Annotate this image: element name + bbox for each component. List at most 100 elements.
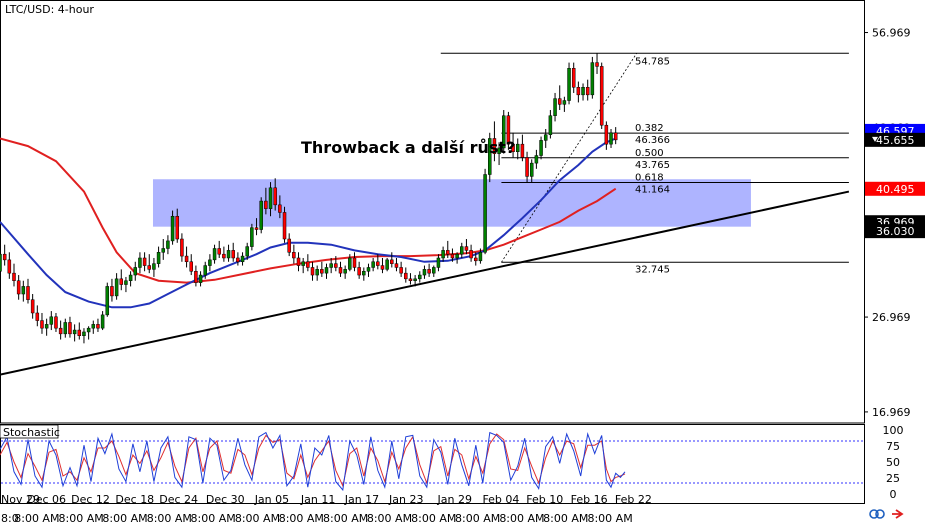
candle-body	[152, 263, 156, 270]
candle-body	[324, 267, 329, 274]
candle-body	[543, 134, 548, 141]
candle-body	[474, 257, 478, 262]
price-badge-label: 45.655	[876, 134, 915, 147]
candle-body	[7, 259, 12, 274]
candle-body	[432, 267, 436, 274]
candle-body	[49, 316, 54, 325]
candle-body	[72, 329, 77, 335]
candle-body	[548, 115, 553, 135]
candle-body	[515, 143, 520, 152]
time-tick-label: 8:00 AM	[587, 512, 632, 525]
candle-body	[418, 274, 422, 280]
main-pane-border	[0, 0, 865, 424]
candle-body	[534, 155, 539, 164]
candle-body	[194, 271, 198, 283]
candle-body	[287, 238, 291, 253]
candle-body	[189, 261, 193, 272]
sma-slow-line	[0, 137, 617, 284]
stochastic-tick-label: 25	[886, 472, 900, 485]
candle-body	[529, 162, 534, 177]
candle-body	[175, 215, 179, 240]
time-tick-label: 8:00 AM	[147, 512, 192, 525]
fib-price-label: 32.745	[635, 264, 670, 275]
time-tick-label: 8:00 AM	[367, 512, 412, 525]
candle-body	[501, 115, 506, 149]
sync-icon[interactable]	[869, 509, 885, 519]
candle-body	[63, 322, 68, 335]
time-tick-label: 8:00 AM	[279, 512, 324, 525]
candle-body	[128, 274, 133, 281]
candle-body	[357, 267, 361, 276]
candle-body	[562, 100, 567, 105]
date-tick-label: Jan 05	[254, 493, 289, 506]
stochastic-label-box	[0, 424, 59, 439]
candle-body	[362, 271, 366, 276]
badge-marker-icon	[872, 136, 878, 142]
chart-title: LTC/USD: 4-hour	[5, 3, 94, 16]
candle-body	[180, 238, 184, 257]
candle-body	[590, 62, 595, 96]
date-tick-label: Dec 24	[159, 493, 198, 506]
candle-body	[30, 299, 35, 314]
candle-body	[604, 124, 609, 145]
fib-ratio-label: 0.382	[635, 123, 664, 134]
candle-body	[385, 259, 389, 270]
stochastic-k-line	[0, 431, 626, 492]
date-tick-label: Feb 10	[526, 493, 563, 506]
candle-body	[58, 327, 63, 335]
candle-body	[147, 265, 152, 270]
candle-body	[460, 246, 464, 255]
candle-body	[278, 204, 282, 213]
fib-price-label: 41.164	[635, 184, 670, 195]
candle-body	[82, 331, 86, 336]
candle-body	[320, 269, 324, 274]
date-tick-label: Jan 23	[388, 493, 423, 506]
candle-body	[366, 267, 371, 272]
price-tick-label: 16.969	[872, 406, 911, 419]
candle-body	[119, 278, 124, 285]
candle-body	[222, 253, 226, 259]
candle-body	[184, 255, 189, 263]
annotation-text: Throwback a další růst?	[301, 138, 515, 157]
candle-body	[599, 66, 604, 126]
candle-body	[212, 248, 217, 261]
candle-body	[35, 312, 40, 321]
candle-body	[301, 261, 305, 266]
date-tick-label: Feb 04	[482, 493, 519, 506]
time-tick-label: 8:00 AM	[455, 512, 500, 525]
candle-body	[231, 250, 235, 259]
time-tick-label: 8:00 AM	[235, 512, 280, 525]
candle-body	[26, 286, 30, 300]
candle-body	[21, 286, 26, 295]
candle-body	[16, 280, 21, 295]
fib-price-label: 46.366	[635, 135, 670, 146]
candle-body	[310, 267, 315, 276]
time-tick-label: 8:00 AM	[59, 512, 104, 525]
candle-body	[567, 68, 571, 101]
candle-body	[264, 200, 268, 209]
candle-body	[268, 187, 273, 209]
candle-body	[114, 278, 119, 297]
candle-body	[124, 280, 128, 285]
support-trendline	[0, 190, 850, 376]
candle-body	[511, 143, 515, 152]
time-tick-label: 8:0	[1, 512, 19, 525]
candle-body	[203, 265, 207, 276]
time-tick-label: 8:00 AM	[499, 512, 544, 525]
candle-body	[100, 314, 105, 329]
candle-body	[44, 324, 49, 329]
candle-body	[226, 250, 231, 259]
arrow-right-icon[interactable]	[892, 509, 904, 519]
candle-body	[581, 87, 585, 96]
stochastic-d-line	[0, 433, 626, 488]
fib-price-label: 54.785	[635, 56, 670, 67]
candle-body	[506, 115, 511, 145]
candle-body	[2, 253, 7, 261]
candle-body	[86, 327, 91, 333]
price-tick-label: 56.969	[872, 27, 911, 40]
price-badge	[865, 181, 925, 196]
candle-body	[105, 286, 110, 316]
candle-body	[595, 62, 599, 67]
candle-body	[161, 248, 165, 253]
